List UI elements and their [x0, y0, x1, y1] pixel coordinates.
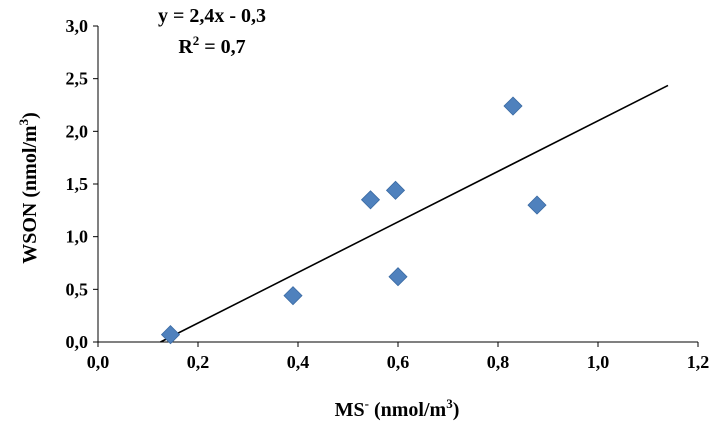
x-tick-label: 1,2	[687, 352, 710, 372]
y-tick-label: 0,5	[66, 279, 89, 299]
data-point	[385, 180, 406, 200]
x-axis-title-sup: -	[365, 396, 369, 411]
y-tick-label: 0,0	[66, 332, 89, 352]
y-tick-label: 1,0	[66, 227, 89, 247]
r-squared-label: R2 = 0,7	[178, 33, 245, 58]
data-point	[527, 195, 547, 215]
trendline	[160, 84, 669, 343]
data-point	[503, 96, 523, 116]
x-axis-title-close: )	[453, 399, 460, 421]
y-tick-label: 2,5	[66, 69, 89, 89]
r-squared-rest: = 0,7	[199, 36, 245, 58]
trendline-equation: y = 2,4x - 0,3	[158, 5, 266, 27]
ticks	[93, 25, 699, 347]
y-axis-title-close: )	[19, 112, 41, 119]
x-tick-label: 0,6	[387, 352, 410, 372]
x-tick-label: 0,4	[287, 352, 310, 372]
r-squared-main: R	[178, 36, 193, 58]
r-squared-sup: 2	[193, 33, 200, 48]
data-point	[160, 325, 181, 345]
trendline-group	[160, 84, 669, 343]
x-tick-label: 0,0	[87, 352, 110, 372]
x-tick-label: 1,0	[587, 352, 610, 372]
x-axis-title-main: MS	[335, 399, 365, 421]
x-tick-label: 0,2	[187, 352, 210, 372]
y-axis-title: WSON (nmol/m3)	[16, 112, 41, 264]
y-axis-title-main: WSON (nmol/m	[19, 125, 41, 264]
x-tick-label: 0,8	[487, 352, 510, 372]
data-point	[283, 286, 303, 306]
y-tick-label: 3,0	[66, 16, 89, 36]
y-axis-title-unit-sup: 3	[16, 118, 31, 125]
y-tick-label: 1,5	[66, 174, 89, 194]
data-point	[360, 190, 381, 210]
y-tick-label: 2,0	[66, 121, 89, 141]
x-axis-title-rest: (nmol/m	[369, 399, 447, 421]
data-point	[388, 267, 408, 287]
x-axis-title: MS- (nmol/m3)	[335, 396, 460, 421]
data-points	[160, 96, 547, 345]
x-axis-title-unit-sup: 3	[446, 396, 453, 411]
tick-labels: 0,0 0,2 0,4 0,6 0,8 1,0 1,2 0,0 0,5 1,0 1,5 2,0 2,5 3…	[66, 16, 710, 372]
